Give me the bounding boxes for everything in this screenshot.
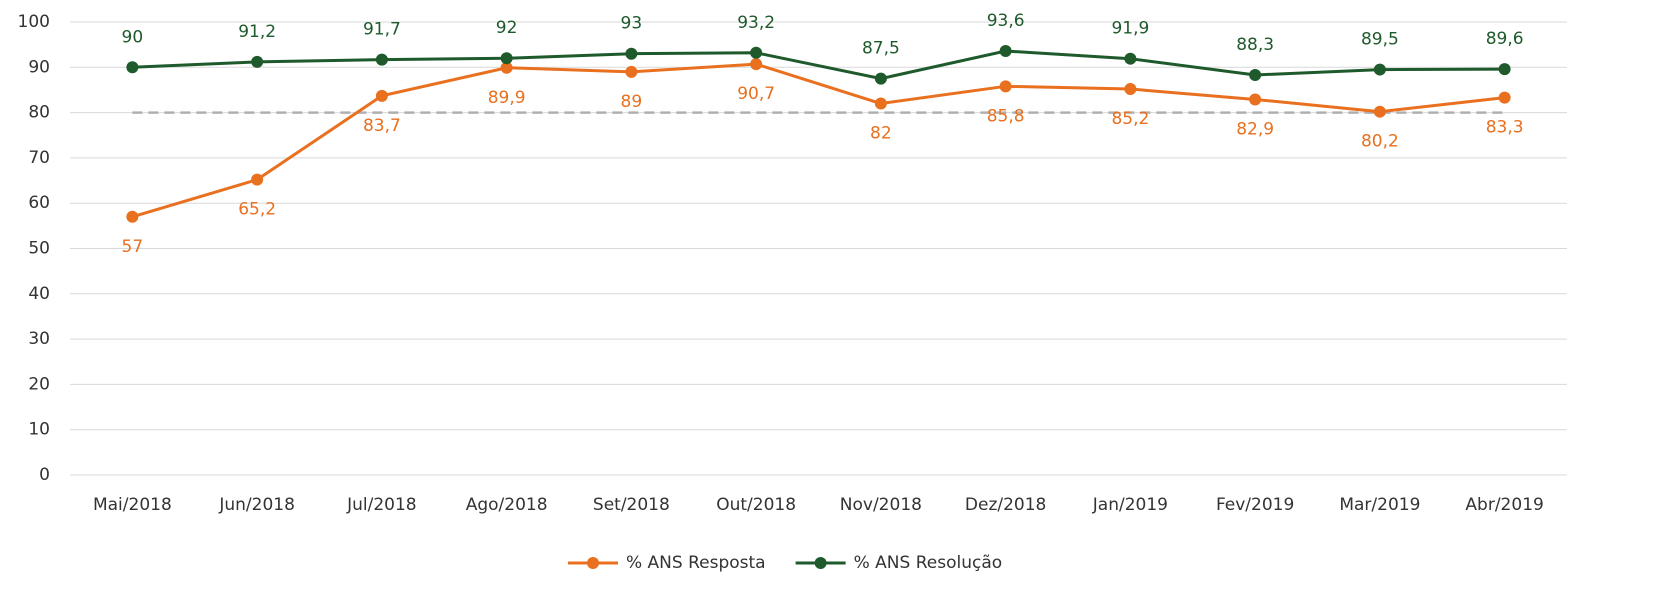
data-point bbox=[1498, 63, 1511, 76]
data-label: 89,6 bbox=[1486, 29, 1524, 49]
data-label: 91,7 bbox=[363, 20, 401, 40]
x-tick-label: Abr/2019 bbox=[1465, 495, 1543, 515]
data-point bbox=[1249, 93, 1262, 106]
data-label: 91,9 bbox=[1111, 19, 1149, 39]
data-point bbox=[999, 44, 1012, 57]
y-tick-label: 90 bbox=[28, 57, 50, 77]
data-point bbox=[1249, 69, 1262, 82]
x-tick-label: Mar/2019 bbox=[1339, 495, 1420, 515]
data-point bbox=[500, 52, 513, 65]
y-tick-label: 40 bbox=[28, 284, 50, 304]
legend-marker bbox=[814, 557, 827, 569]
x-tick-label: Fev/2019 bbox=[1216, 495, 1294, 515]
y-tick-label: 20 bbox=[28, 374, 50, 394]
data-point bbox=[126, 210, 139, 223]
y-tick-label: 70 bbox=[28, 148, 50, 168]
data-point bbox=[874, 97, 887, 110]
y-tick-label: 10 bbox=[28, 420, 50, 440]
data-label: 82 bbox=[870, 124, 892, 144]
legend-label: % ANS Resposta bbox=[626, 553, 766, 573]
data-point bbox=[1373, 105, 1386, 118]
data-point bbox=[625, 65, 638, 78]
y-tick-label: 80 bbox=[28, 103, 50, 123]
data-point bbox=[1124, 52, 1137, 65]
data-label: 89,5 bbox=[1361, 30, 1399, 50]
x-tick-label: Nov/2018 bbox=[840, 495, 922, 515]
x-tick-label: Mai/2018 bbox=[93, 495, 172, 515]
x-tick-label: Jan/2019 bbox=[1092, 495, 1168, 515]
data-label: 85,2 bbox=[1111, 109, 1149, 129]
y-tick-label: 50 bbox=[28, 239, 50, 259]
x-tick-label: Set/2018 bbox=[593, 495, 670, 515]
data-point bbox=[625, 47, 638, 60]
data-label: 82,9 bbox=[1236, 119, 1274, 139]
data-point bbox=[375, 89, 388, 102]
x-tick-label: Jul/2018 bbox=[346, 495, 417, 515]
data-label: 57 bbox=[122, 237, 144, 257]
data-point bbox=[1498, 91, 1511, 104]
data-point bbox=[874, 72, 887, 85]
x-tick-label: Dez/2018 bbox=[965, 495, 1046, 515]
data-label: 85,8 bbox=[987, 106, 1025, 126]
data-label: 87,5 bbox=[862, 39, 900, 59]
data-label: 93,6 bbox=[987, 11, 1025, 31]
data-point bbox=[999, 80, 1012, 93]
data-point bbox=[500, 61, 513, 74]
series-line bbox=[132, 49, 1505, 81]
data-label: 92 bbox=[496, 18, 518, 38]
data-point bbox=[750, 46, 763, 59]
x-tick-label: Ago/2018 bbox=[466, 495, 548, 515]
data-label: 91,2 bbox=[238, 22, 276, 42]
y-tick-label: 100 bbox=[18, 12, 50, 32]
data-label: 83,3 bbox=[1486, 118, 1524, 138]
data-label: 93,2 bbox=[737, 13, 775, 33]
data-point bbox=[251, 173, 264, 186]
data-label: 65,2 bbox=[238, 200, 276, 220]
data-label: 90,7 bbox=[737, 84, 775, 104]
data-point bbox=[1373, 63, 1386, 76]
data-label: 89,9 bbox=[488, 88, 526, 108]
data-label: 80,2 bbox=[1361, 132, 1399, 152]
data-label: 89 bbox=[621, 92, 643, 112]
x-tick-label: Out/2018 bbox=[716, 495, 796, 515]
data-point bbox=[126, 61, 139, 74]
y-tick-label: 60 bbox=[28, 193, 50, 213]
data-label: 88,3 bbox=[1236, 35, 1274, 55]
legend-label: % ANS Resolução bbox=[854, 553, 1003, 573]
data-point bbox=[251, 55, 264, 68]
x-tick-label: Jun/2018 bbox=[218, 495, 295, 515]
y-tick-label: 30 bbox=[28, 329, 50, 349]
y-tick-label: 0 bbox=[39, 465, 50, 485]
data-label: 93 bbox=[621, 14, 643, 34]
data-label: 90 bbox=[122, 27, 144, 47]
data-point bbox=[1124, 83, 1137, 96]
data-point bbox=[375, 53, 388, 66]
series-line bbox=[131, 62, 1505, 219]
data-point bbox=[750, 58, 763, 71]
legend-marker bbox=[587, 557, 599, 569]
data-label: 83,7 bbox=[363, 116, 401, 136]
